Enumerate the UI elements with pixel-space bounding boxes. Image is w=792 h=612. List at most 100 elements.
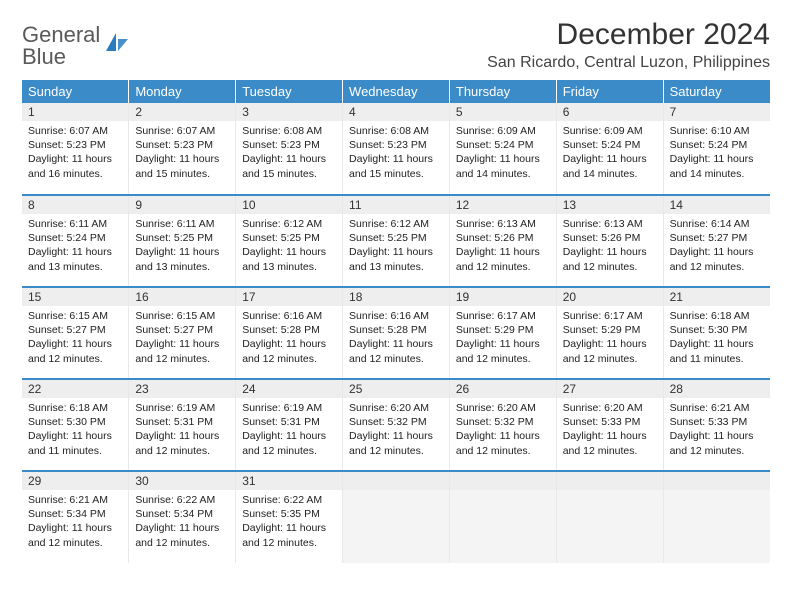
day-detail-line: Daylight: 11 hours [135, 337, 229, 351]
day-details: Sunrise: 6:12 AMSunset: 5:25 PMDaylight:… [236, 214, 342, 278]
day-detail-line: Daylight: 11 hours [349, 152, 443, 166]
day-detail-line: Daylight: 11 hours [670, 429, 764, 443]
day-details: Sunrise: 6:08 AMSunset: 5:23 PMDaylight:… [236, 121, 342, 185]
day-detail-line: Daylight: 11 hours [28, 152, 122, 166]
day-number: 25 [343, 380, 449, 398]
day-detail-line: Sunset: 5:24 PM [456, 138, 550, 152]
day-detail-line: and 13 minutes. [28, 260, 122, 274]
day-detail-line: Sunrise: 6:07 AM [28, 124, 122, 138]
calendar-day-cell: 15Sunrise: 6:15 AMSunset: 5:27 PMDayligh… [22, 287, 129, 379]
calendar-day-cell: 17Sunrise: 6:16 AMSunset: 5:28 PMDayligh… [236, 287, 343, 379]
day-detail-line: Daylight: 11 hours [563, 245, 657, 259]
calendar-day-cell: 4Sunrise: 6:08 AMSunset: 5:23 PMDaylight… [343, 103, 450, 195]
day-detail-line: Sunrise: 6:18 AM [670, 309, 764, 323]
calendar-page: General Blue December 2024 San Ricardo, … [0, 0, 792, 563]
calendar-day-cell: 25Sunrise: 6:20 AMSunset: 5:32 PMDayligh… [343, 379, 450, 471]
day-detail-line: Sunrise: 6:07 AM [135, 124, 229, 138]
calendar-week-row: 8Sunrise: 6:11 AMSunset: 5:24 PMDaylight… [22, 195, 770, 287]
calendar-day-cell: 10Sunrise: 6:12 AMSunset: 5:25 PMDayligh… [236, 195, 343, 287]
title-block: December 2024 San Ricardo, Central Luzon… [487, 18, 770, 72]
day-details: Sunrise: 6:16 AMSunset: 5:28 PMDaylight:… [236, 306, 342, 370]
day-detail-line: and 14 minutes. [670, 167, 764, 181]
day-detail-line: Daylight: 11 hours [242, 429, 336, 443]
logo: General Blue [22, 24, 130, 68]
day-number: 13 [557, 196, 663, 214]
day-number: 28 [664, 380, 770, 398]
day-number: 18 [343, 288, 449, 306]
day-detail-line: and 15 minutes. [349, 167, 443, 181]
calendar-table: SundayMondayTuesdayWednesdayThursdayFrid… [22, 80, 770, 563]
day-detail-line: and 12 minutes. [563, 260, 657, 274]
day-detail-line: and 11 minutes. [670, 352, 764, 366]
day-details: Sunrise: 6:12 AMSunset: 5:25 PMDaylight:… [343, 214, 449, 278]
day-detail-line: Sunset: 5:26 PM [456, 231, 550, 245]
calendar-week-row: 15Sunrise: 6:15 AMSunset: 5:27 PMDayligh… [22, 287, 770, 379]
day-detail-line: Sunset: 5:33 PM [563, 415, 657, 429]
day-detail-line: Daylight: 11 hours [28, 337, 122, 351]
day-detail-line: Sunset: 5:23 PM [349, 138, 443, 152]
day-detail-line: and 14 minutes. [563, 167, 657, 181]
day-detail-line: Daylight: 11 hours [456, 337, 550, 351]
day-details: Sunrise: 6:18 AMSunset: 5:30 PMDaylight:… [664, 306, 770, 370]
day-detail-line: Sunset: 5:27 PM [670, 231, 764, 245]
day-detail-line: Sunset: 5:30 PM [28, 415, 122, 429]
day-details: Sunrise: 6:19 AMSunset: 5:31 PMDaylight:… [129, 398, 235, 462]
day-detail-line: Sunset: 5:25 PM [242, 231, 336, 245]
day-detail-line: Sunrise: 6:14 AM [670, 217, 764, 231]
day-detail-line: Sunrise: 6:10 AM [670, 124, 764, 138]
day-detail-line: Daylight: 11 hours [28, 429, 122, 443]
day-number: 27 [557, 380, 663, 398]
day-detail-line: Sunset: 5:23 PM [242, 138, 336, 152]
calendar-day-cell: 5Sunrise: 6:09 AMSunset: 5:24 PMDaylight… [449, 103, 556, 195]
day-detail-line: Sunrise: 6:21 AM [28, 493, 122, 507]
day-detail-line: and 12 minutes. [135, 352, 229, 366]
day-number: 15 [22, 288, 128, 306]
day-detail-line: Sunset: 5:25 PM [349, 231, 443, 245]
day-detail-line: Daylight: 11 hours [28, 245, 122, 259]
day-detail-line: Daylight: 11 hours [670, 337, 764, 351]
day-detail-line: Sunrise: 6:11 AM [28, 217, 122, 231]
day-number [664, 472, 770, 490]
day-detail-line: Sunrise: 6:16 AM [242, 309, 336, 323]
day-number: 23 [129, 380, 235, 398]
day-details: Sunrise: 6:13 AMSunset: 5:26 PMDaylight:… [450, 214, 556, 278]
day-details: Sunrise: 6:20 AMSunset: 5:32 PMDaylight:… [343, 398, 449, 462]
calendar-day-cell: 1Sunrise: 6:07 AMSunset: 5:23 PMDaylight… [22, 103, 129, 195]
day-details: Sunrise: 6:07 AMSunset: 5:23 PMDaylight:… [129, 121, 235, 185]
calendar-day-cell: 20Sunrise: 6:17 AMSunset: 5:29 PMDayligh… [556, 287, 663, 379]
calendar-day-cell: 16Sunrise: 6:15 AMSunset: 5:27 PMDayligh… [129, 287, 236, 379]
day-detail-line: Sunrise: 6:21 AM [670, 401, 764, 415]
day-number: 29 [22, 472, 128, 490]
day-detail-line: Sunset: 5:28 PM [242, 323, 336, 337]
day-detail-line: and 12 minutes. [563, 352, 657, 366]
day-details: Sunrise: 6:21 AMSunset: 5:33 PMDaylight:… [664, 398, 770, 462]
day-details: Sunrise: 6:08 AMSunset: 5:23 PMDaylight:… [343, 121, 449, 185]
day-detail-line: Daylight: 11 hours [242, 245, 336, 259]
day-details: Sunrise: 6:21 AMSunset: 5:34 PMDaylight:… [22, 490, 128, 554]
day-number: 10 [236, 196, 342, 214]
day-detail-line: Sunrise: 6:12 AM [242, 217, 336, 231]
calendar-head: SundayMondayTuesdayWednesdayThursdayFrid… [22, 80, 770, 103]
day-detail-line: Sunset: 5:30 PM [670, 323, 764, 337]
day-number [343, 472, 449, 490]
calendar-day-cell: 2Sunrise: 6:07 AMSunset: 5:23 PMDaylight… [129, 103, 236, 195]
day-detail-line: and 13 minutes. [349, 260, 443, 274]
calendar-day-cell: 29Sunrise: 6:21 AMSunset: 5:34 PMDayligh… [22, 471, 129, 563]
day-detail-line: and 11 minutes. [28, 444, 122, 458]
day-number: 6 [557, 103, 663, 121]
day-number [450, 472, 556, 490]
weekday-header: Saturday [663, 80, 770, 103]
day-detail-line: and 12 minutes. [28, 536, 122, 550]
day-number: 30 [129, 472, 235, 490]
day-detail-line: and 12 minutes. [670, 260, 764, 274]
day-details: Sunrise: 6:22 AMSunset: 5:34 PMDaylight:… [129, 490, 235, 554]
logo-line2: Blue [22, 46, 100, 68]
day-details: Sunrise: 6:19 AMSunset: 5:31 PMDaylight:… [236, 398, 342, 462]
calendar-day-cell: 14Sunrise: 6:14 AMSunset: 5:27 PMDayligh… [663, 195, 770, 287]
day-detail-line: Sunrise: 6:17 AM [563, 309, 657, 323]
day-number: 11 [343, 196, 449, 214]
calendar-day-cell: 13Sunrise: 6:13 AMSunset: 5:26 PMDayligh… [556, 195, 663, 287]
day-detail-line: and 15 minutes. [135, 167, 229, 181]
day-detail-line: Sunrise: 6:22 AM [135, 493, 229, 507]
day-number: 4 [343, 103, 449, 121]
